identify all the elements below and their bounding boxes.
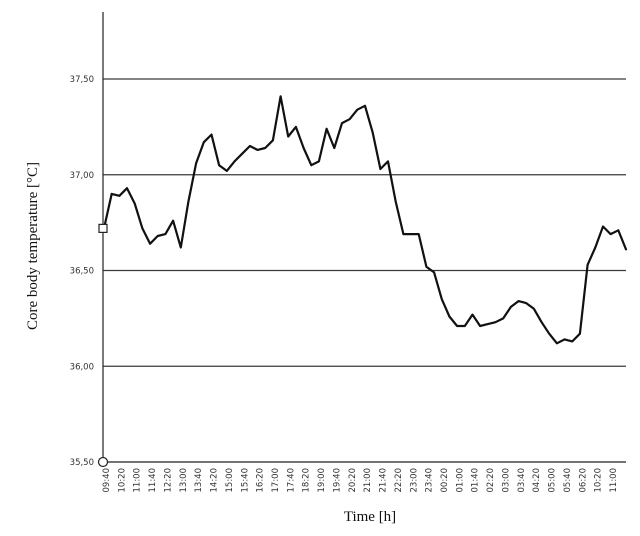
x-tick-label: 13:00 — [179, 468, 189, 493]
x-axis-title: Time [h] — [344, 509, 396, 525]
axis-markers — [97, 223, 109, 468]
x-tick-label: 23:00 — [409, 468, 419, 493]
y-tick-label: 37,00 — [70, 171, 94, 181]
y-tick-label: 35,50 — [70, 458, 94, 468]
x-tick-label: 17:00 — [271, 468, 281, 493]
y-tick-label: 36,50 — [70, 267, 94, 277]
x-tick-label: 11:00 — [133, 468, 143, 493]
x-tick-label: 02:20 — [486, 468, 496, 493]
x-tick-label: 05:00 — [548, 468, 558, 493]
x-tick-label: 22:20 — [394, 468, 404, 493]
x-tick-label: 18:20 — [302, 468, 312, 493]
x-tick-label: 13:40 — [194, 468, 204, 493]
x-tick-label: 12:20 — [163, 468, 173, 493]
y-tick-label: 37,50 — [70, 75, 94, 85]
x-tick-label: 21:00 — [363, 468, 373, 493]
x-tick-label: 15:40 — [240, 468, 250, 493]
x-tick-label: 01:40 — [471, 468, 481, 493]
x-tick-label: 09:40 — [102, 468, 112, 493]
x-tick-label: 06:20 — [578, 468, 588, 493]
x-tick-label: 11:40 — [148, 468, 158, 493]
series-layer — [102, 95, 628, 345]
x-tick-label: 19:40 — [332, 468, 342, 493]
x-tick-label: 10:20 — [117, 468, 127, 493]
series-line — [102, 95, 628, 345]
x-tick-label: 23:40 — [425, 468, 435, 493]
start-marker — [98, 223, 108, 233]
x-tick-label: 17:40 — [286, 468, 296, 493]
y-axis-title: Core body temperature [°C] — [25, 162, 41, 330]
x-tick-label: 16:20 — [256, 468, 266, 493]
x-tick-label: 10:20 — [594, 468, 604, 493]
axes — [102, 12, 626, 463]
x-tick-label: 03:40 — [517, 468, 527, 493]
x-tick-label: 14:20 — [210, 468, 220, 493]
x-tick-label: 20:20 — [348, 468, 358, 493]
x-tick-label: 11:00 — [609, 468, 619, 493]
y-tick-label: 36,00 — [70, 362, 94, 372]
x-tick-label: 15:00 — [225, 468, 235, 493]
x-tick-label: 19:00 — [317, 468, 327, 493]
x-tick-label: 04:20 — [532, 468, 542, 493]
x-tick-label: 05:40 — [563, 468, 573, 493]
y-tick-labels: 35,50 36,00 36,50 37,00 37,50 — [70, 75, 94, 468]
grid-lines — [103, 78, 626, 367]
x-tick-label: 00:20 — [440, 468, 450, 493]
x-tick-labels: 09:40 10:20 11:00 11:40 12:20 13:00 13:40 14:20… — [102, 468, 619, 493]
x-tick-label: 21:40 — [379, 468, 389, 493]
origin-marker — [97, 456, 109, 468]
x-tick-label: 01:00 — [455, 468, 465, 493]
x-tick-label: 03:00 — [501, 468, 511, 493]
